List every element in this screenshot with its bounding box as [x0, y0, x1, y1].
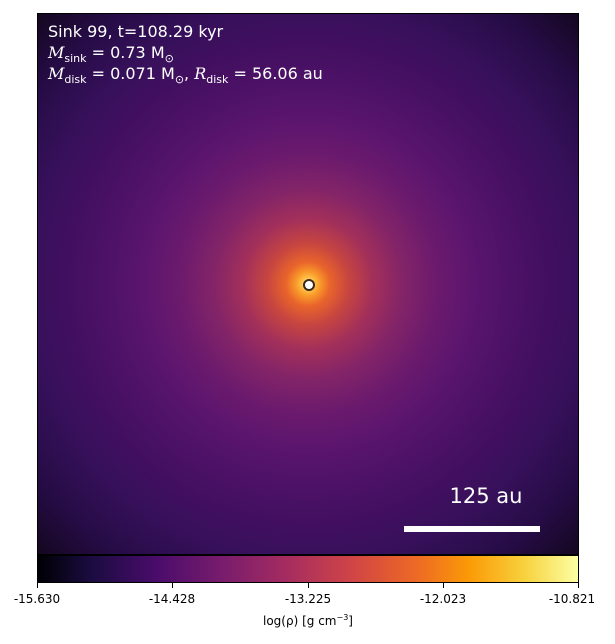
- msink-value: = 0.73 M: [86, 43, 165, 62]
- colorbar-label: log(ρ) [g cm−3]: [37, 613, 579, 628]
- mdisk-sub: disk: [64, 73, 87, 87]
- mdisk-symbol: M: [48, 64, 65, 83]
- colorbar-tick-label: -10.821: [548, 592, 596, 606]
- colorbar-label-prefix: log(ρ) [g cm: [263, 614, 337, 628]
- colorbar-tick-label: -15.630: [13, 592, 61, 606]
- sink-title: Sink 99, t=108.29 kyr: [48, 22, 224, 41]
- msink-sub: sink: [64, 52, 87, 66]
- colorbar-tick-label: -14.428: [148, 592, 196, 606]
- colorbar-label-exp: −3: [336, 613, 349, 622]
- rdisk-sep: ,: [184, 64, 195, 83]
- colorbar-tick-label: -13.225: [284, 592, 332, 606]
- colorbar-tick: [172, 583, 173, 588]
- colorbar-label-suffix: ]: [348, 614, 353, 628]
- mdisk-value: = 0.071 M: [86, 64, 175, 83]
- mdisk-sun: ⊙: [174, 73, 185, 87]
- msink-symbol: M: [48, 43, 65, 62]
- scale-bar: [404, 526, 540, 532]
- sink-marker-icon: [303, 279, 315, 291]
- rdisk-value: = 56.06 au: [228, 64, 323, 83]
- colorbar: [37, 555, 579, 583]
- colorbar-tick: [37, 583, 38, 588]
- colorbar-tick-label: -12.023: [419, 592, 467, 606]
- colorbar-tick: [443, 583, 444, 588]
- msink-sun: ⊙: [164, 52, 174, 66]
- scale-bar-label: 125 au: [449, 484, 523, 508]
- density-map: Sink 99, t=108.29 kyr Msink = 0.73 M⊙ Md…: [37, 13, 579, 555]
- rdisk-symbol: R: [194, 64, 207, 83]
- rdisk-sub: disk: [206, 73, 229, 87]
- disk-properties: Mdisk = 0.071 M⊙, Rdisk = 56.06 au: [48, 64, 323, 90]
- colorbar-tick: [578, 583, 579, 588]
- colorbar-tick: [308, 583, 309, 588]
- sink-mass: Msink = 0.73 M⊙: [48, 43, 174, 69]
